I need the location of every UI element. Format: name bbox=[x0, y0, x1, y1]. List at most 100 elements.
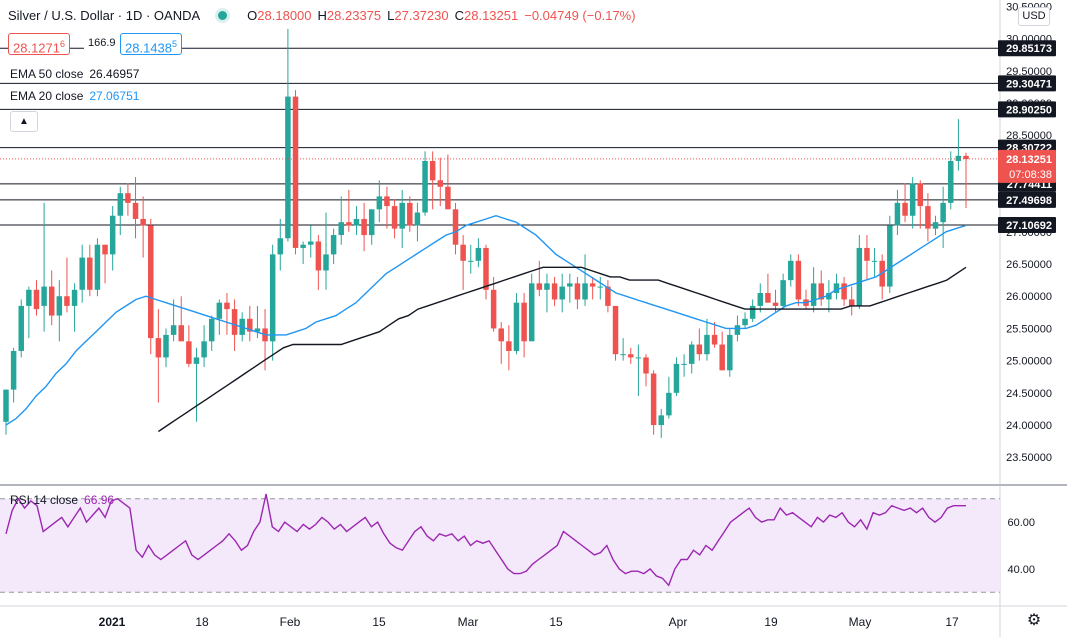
low-label: L bbox=[387, 8, 395, 23]
x-tick-label: 2021 bbox=[99, 615, 126, 629]
rsi-legend[interactable]: RSI 14 close 66.96 bbox=[10, 493, 114, 507]
ema50-legend[interactable]: EMA 50 close 26.46957 bbox=[10, 67, 139, 81]
level-tag bbox=[998, 191, 1056, 208]
candle-body bbox=[79, 257, 85, 290]
candle-body bbox=[483, 247, 489, 290]
currency-button[interactable]: USD bbox=[1018, 7, 1050, 26]
candle-body bbox=[315, 241, 322, 271]
candle-body bbox=[475, 247, 482, 261]
candle-body bbox=[140, 218, 146, 226]
candle-body bbox=[414, 212, 421, 226]
candle-body bbox=[193, 357, 200, 364]
x-tick-label: 15 bbox=[372, 615, 386, 629]
rsi-tick-label: 60.00 bbox=[1007, 517, 1035, 529]
x-tick-label: Mar bbox=[458, 615, 479, 629]
candle-body bbox=[399, 202, 405, 229]
candle-body bbox=[544, 283, 550, 290]
candle-body bbox=[148, 225, 154, 339]
candle-body bbox=[574, 283, 581, 300]
candle-body bbox=[208, 318, 215, 342]
x-tick-label: 19 bbox=[764, 615, 778, 629]
candle-body bbox=[940, 202, 946, 223]
y-tick-label: 25.50000 bbox=[1006, 323, 1052, 335]
candle-body bbox=[155, 338, 162, 358]
rsi-tick-label: 40.00 bbox=[1007, 564, 1035, 576]
x-tick-label: May bbox=[849, 615, 872, 629]
candle-body bbox=[452, 209, 459, 245]
candle-body bbox=[71, 289, 78, 306]
candle-body bbox=[658, 415, 664, 426]
candle-body bbox=[368, 209, 375, 236]
candle-body bbox=[864, 247, 870, 261]
candle-body bbox=[338, 222, 344, 236]
level-label: 29.30471 bbox=[1006, 78, 1052, 90]
candle-body bbox=[841, 283, 847, 300]
candle-body bbox=[346, 222, 352, 226]
bid-price: 28.1271 bbox=[13, 40, 60, 56]
candle-body bbox=[704, 334, 710, 355]
rsi-band bbox=[0, 498, 1000, 593]
candle-body bbox=[780, 280, 786, 306]
candle-body bbox=[788, 260, 794, 281]
candle-body bbox=[391, 206, 398, 229]
level-tag bbox=[998, 101, 1056, 118]
candle-body bbox=[635, 357, 642, 359]
candle-body bbox=[254, 328, 261, 332]
candle-body bbox=[559, 286, 565, 300]
ema20-legend[interactable]: EMA 20 close 27.06751 bbox=[10, 89, 139, 103]
ema20-value: 27.06751 bbox=[89, 89, 140, 103]
candle-body bbox=[650, 373, 657, 426]
rsi-label: RSI 14 close bbox=[10, 493, 79, 507]
candle-body bbox=[567, 283, 573, 287]
candle-body bbox=[711, 334, 718, 345]
candle-body bbox=[810, 283, 817, 306]
high-label: H bbox=[317, 8, 327, 23]
candle-body bbox=[132, 202, 139, 219]
candle-body bbox=[216, 302, 223, 319]
y-tick-label: 24.00000 bbox=[1006, 420, 1052, 432]
candle-body bbox=[696, 344, 703, 355]
candles-group bbox=[3, 28, 969, 438]
ema50-value: 26.46957 bbox=[89, 67, 140, 81]
symbol-title[interactable]: Silver / U.S. Dollar · 1D · OANDA bbox=[8, 8, 201, 23]
candle-body bbox=[826, 293, 832, 300]
level-label: 29.85173 bbox=[1006, 43, 1052, 55]
candle-body bbox=[719, 344, 725, 371]
gear-icon[interactable]: ⚙ bbox=[1026, 612, 1042, 629]
candle-body bbox=[429, 161, 436, 181]
spread-value: 166.9 bbox=[84, 33, 120, 53]
sell-button[interactable]: 28.12716 bbox=[8, 33, 71, 56]
candle-body bbox=[742, 318, 748, 326]
level-tag bbox=[998, 216, 1056, 233]
candle-body bbox=[612, 305, 619, 355]
candle-body bbox=[33, 289, 40, 310]
level-label: 28.90250 bbox=[1006, 104, 1052, 116]
candle-body bbox=[94, 244, 101, 290]
candle-body bbox=[963, 155, 969, 160]
level-tag bbox=[998, 75, 1056, 92]
candle-body bbox=[681, 363, 687, 365]
candle-body bbox=[628, 354, 634, 358]
candle-body bbox=[643, 357, 649, 374]
x-tick-label: 15 bbox=[549, 615, 563, 629]
candle-body bbox=[277, 238, 284, 255]
candle-body bbox=[848, 299, 855, 306]
buy-button[interactable]: 28.14385 bbox=[120, 33, 183, 56]
y-tick-label: 26.50000 bbox=[1006, 259, 1052, 271]
candle-body bbox=[902, 202, 908, 216]
candle-body bbox=[64, 296, 70, 306]
candle-body bbox=[269, 254, 276, 342]
candle-body bbox=[536, 283, 543, 290]
candle-body bbox=[422, 161, 428, 213]
candle-body bbox=[308, 241, 314, 245]
candle-body bbox=[330, 235, 337, 255]
candle-body bbox=[620, 354, 626, 356]
ema50-line bbox=[158, 266, 967, 433]
ask-price: 28.1438 bbox=[125, 40, 172, 56]
candle-body bbox=[894, 202, 901, 226]
candle-body bbox=[490, 289, 497, 329]
candle-body bbox=[117, 193, 124, 216]
candle-body bbox=[871, 260, 878, 262]
chevron-up-icon[interactable]: ▲ bbox=[10, 111, 38, 132]
